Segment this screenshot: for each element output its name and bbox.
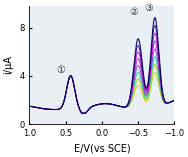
Text: ①: ① (56, 65, 65, 75)
Text: ②: ② (129, 7, 138, 17)
X-axis label: E/V(vs SCE): E/V(vs SCE) (74, 143, 130, 154)
Text: ③: ③ (145, 3, 153, 13)
Y-axis label: i/μA: i/μA (3, 56, 14, 74)
